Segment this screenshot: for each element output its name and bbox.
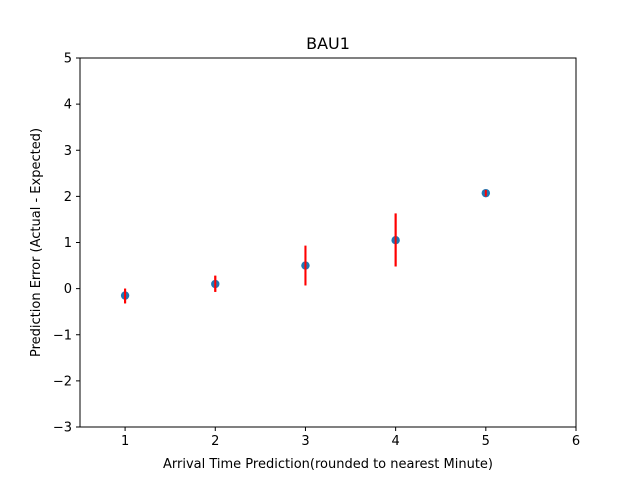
x-tick-label: 6 bbox=[572, 434, 580, 449]
x-axis-label: Arrival Time Prediction(rounded to neare… bbox=[163, 457, 493, 472]
y-tick-label: 0 bbox=[64, 282, 72, 297]
x-tick-label: 5 bbox=[482, 434, 490, 449]
y-tick-label: 1 bbox=[64, 236, 72, 251]
x-tick-label: 1 bbox=[121, 434, 129, 449]
y-tick-label: 2 bbox=[64, 190, 72, 205]
y-tick-label: 5 bbox=[64, 52, 72, 67]
chart-title: BAU1 bbox=[306, 34, 350, 53]
y-tick-label: −1 bbox=[53, 328, 72, 343]
x-tick-label: 3 bbox=[301, 434, 309, 449]
data-points bbox=[120, 188, 491, 304]
y-tick-label: −3 bbox=[53, 421, 72, 436]
y-axis-label: Prediction Error (Actual - Expected) bbox=[29, 128, 44, 357]
plot-area-frame bbox=[79, 57, 577, 428]
y-tick-label: 3 bbox=[64, 144, 72, 159]
x-axis-ticks: 1 2 3 4 5 6 bbox=[121, 427, 580, 449]
y-tick-label: 4 bbox=[64, 98, 72, 113]
y-axis-ticks: −3 −2 −1 0 1 2 3 4 5 bbox=[53, 52, 80, 436]
x-tick-label: 2 bbox=[211, 434, 219, 449]
x-tick-label: 4 bbox=[391, 434, 399, 449]
y-tick-label: −2 bbox=[53, 374, 72, 389]
